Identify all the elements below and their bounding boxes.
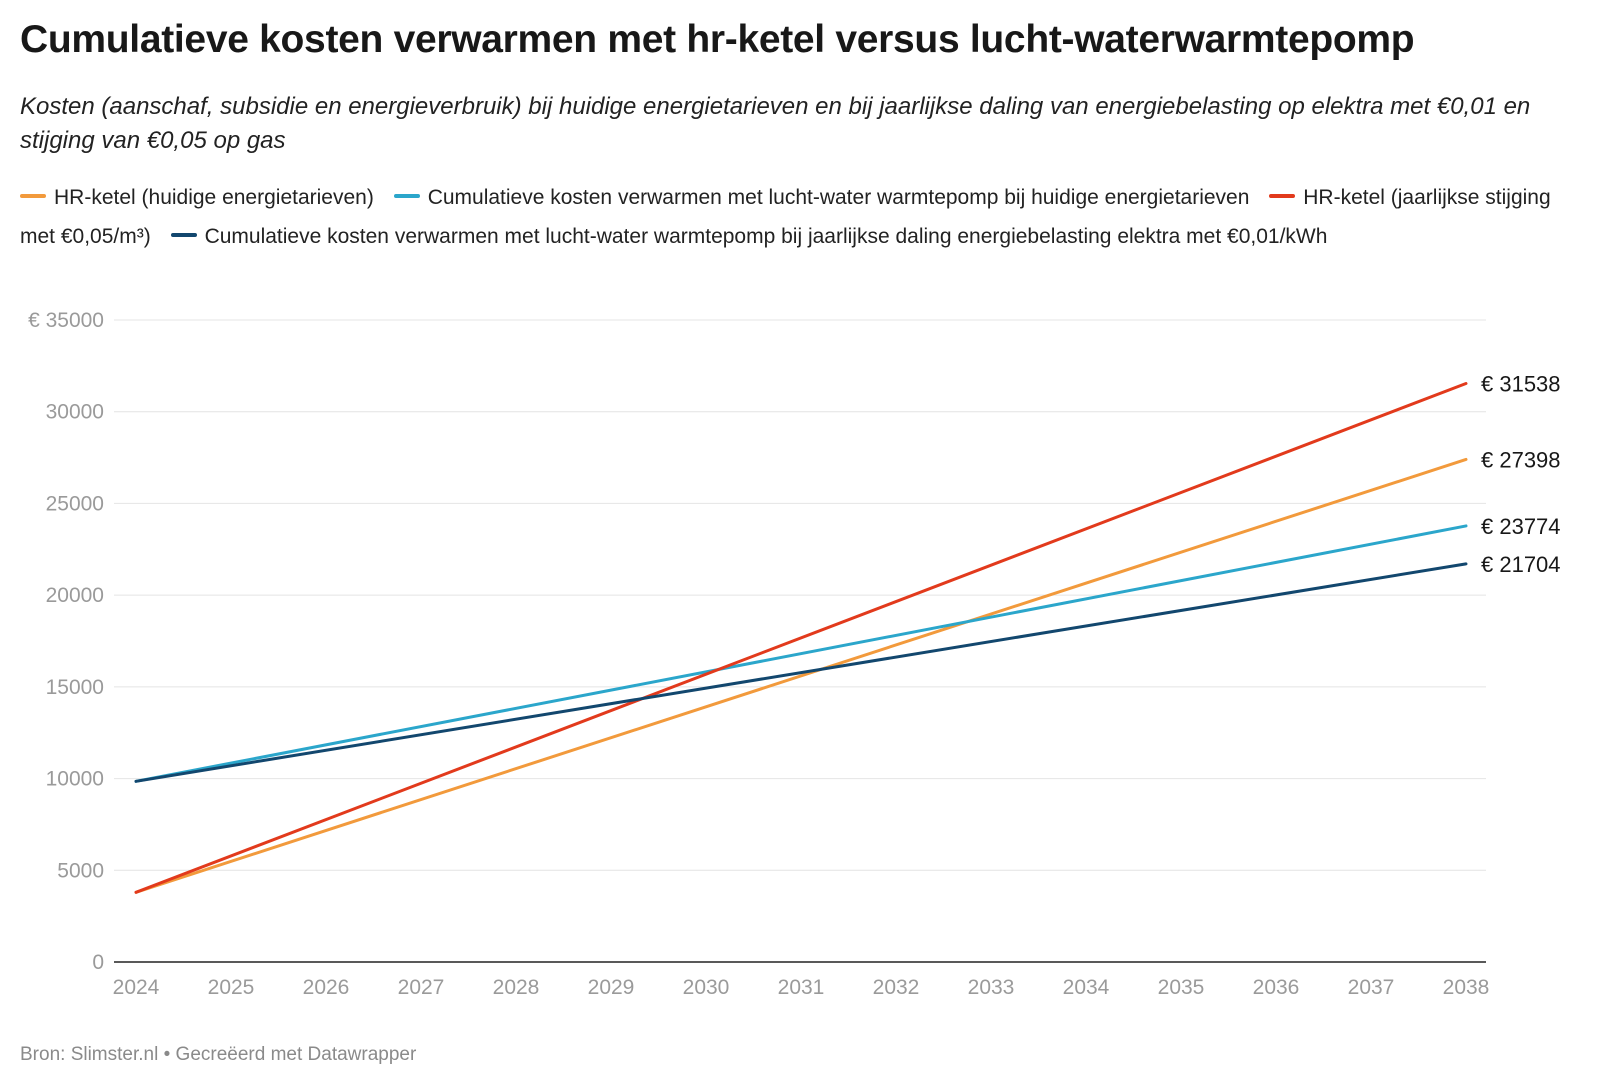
x-tick-label: 2030 <box>683 976 730 999</box>
legend-label: HR-ketel (jaarlijkse stijging met €0,05/… <box>20 186 1551 248</box>
x-tick-label: 2037 <box>1348 976 1395 999</box>
legend-label: Cumulatieve kosten verwarmen met lucht-w… <box>204 225 1328 248</box>
y-tick-label: 10000 <box>46 768 104 791</box>
y-tick-label: 15000 <box>46 676 104 699</box>
y-tick-label: 30000 <box>46 401 104 424</box>
x-tick-label: 2038 <box>1443 976 1490 999</box>
legend-swatch <box>170 233 197 238</box>
x-tick-label: 2031 <box>778 976 825 999</box>
legend-swatch <box>393 194 420 199</box>
x-tick-label: 2028 <box>493 976 540 999</box>
legend-item-warmtepomp-huidig: Cumulatieve kosten verwarmen met lucht-w… <box>393 186 1250 209</box>
y-axis-ticks: 0 5000 10000 15000 20000 25000 30000 € 35000 <box>28 309 104 974</box>
y-tick-label: 20000 <box>46 584 104 607</box>
x-tick-label: 2034 <box>1063 976 1110 999</box>
x-tick-label: 2026 <box>303 976 350 999</box>
end-value-label: € 23774 <box>1481 514 1561 539</box>
x-tick-label: 2025 <box>208 976 255 999</box>
x-tick-label: 2024 <box>113 976 160 999</box>
chart-legend: HR-ketel (huidige energietarieven) Cumul… <box>20 178 1580 256</box>
legend-item-warmtepomp-daling: Cumulatieve kosten verwarmen met lucht-w… <box>170 225 1328 248</box>
series-line-2 <box>134 382 1468 894</box>
chart-subtitle: Kosten (aanschaf, subsidie en energiever… <box>20 93 1531 154</box>
y-tick-label: € 35000 <box>28 309 104 332</box>
x-axis-ticks: 2024 2025 2026 2027 2028 2029 2030 2031 2032 2033… <box>113 976 1490 999</box>
chart-title: Cumulatieve kosten verwarmen met hr-kete… <box>20 18 1415 61</box>
legend-label: Cumulatieve kosten verwarmen met lucht-w… <box>427 186 1250 209</box>
series-lines <box>134 382 1468 894</box>
x-tick-label: 2033 <box>968 976 1015 999</box>
x-tick-label: 2035 <box>1158 976 1205 999</box>
end-value-label: € 27398 <box>1481 447 1561 472</box>
end-labels: € 27398 € 23774 € 31538 € 21704 <box>1481 372 1561 577</box>
x-tick-label: 2032 <box>873 976 920 999</box>
y-tick-label: 0 <box>92 951 104 974</box>
legend-item-hr-ketel-stijging: HR-ketel (jaarlijkse stijging met €0,05/… <box>20 186 1551 248</box>
series-line-0 <box>134 457 1468 894</box>
y-tick-label: 25000 <box>46 492 104 515</box>
series-line-3 <box>134 562 1468 783</box>
source-footer: Bron: Slimster.nl • Gecreëerd met Datawr… <box>20 1044 417 1065</box>
legend-item-hr-ketel-huidig: HR-ketel (huidige energietarieven) <box>20 186 374 209</box>
x-tick-label: 2029 <box>588 976 635 999</box>
legend-swatch <box>1269 194 1296 199</box>
legend-swatch <box>20 194 46 199</box>
series-line-1 <box>134 524 1468 783</box>
x-tick-label: 2036 <box>1253 976 1300 999</box>
x-tick-label: 2027 <box>398 976 445 999</box>
y-tick-label: 5000 <box>57 859 104 882</box>
gridlines <box>114 319 1486 871</box>
end-value-label: € 21704 <box>1481 552 1561 577</box>
legend-label: HR-ketel (huidige energietarieven) <box>54 186 374 209</box>
end-value-label: € 31538 <box>1481 372 1561 397</box>
